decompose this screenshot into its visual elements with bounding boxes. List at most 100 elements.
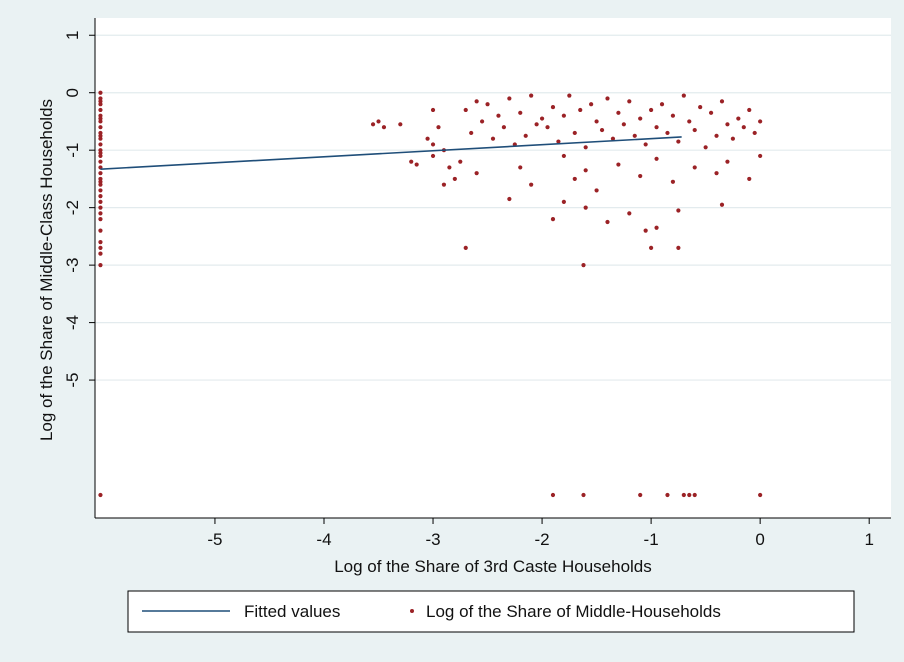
scatter-point (376, 119, 381, 124)
scatter-point (687, 119, 692, 124)
scatter-point (425, 136, 430, 141)
scatter-point (714, 171, 719, 176)
scatter-point (561, 199, 566, 205)
scatter-point (583, 205, 588, 210)
scatter-point (98, 179, 103, 184)
scatter-point (507, 96, 512, 101)
scatter-point (654, 156, 659, 161)
scatter-point (638, 173, 643, 179)
scatter-point (758, 492, 763, 498)
scatter-point (98, 113, 103, 118)
legend-label-points: Log of the Share of Middle-Households (426, 602, 721, 621)
scatter-point (98, 148, 103, 153)
scatter-point (758, 153, 763, 159)
scatter-point (474, 99, 479, 104)
scatter-point (98, 99, 103, 104)
scatter-point (752, 130, 757, 136)
scatter-point (670, 179, 676, 184)
x-axis-ticks: -5 -4 -3 -2 -1 0 1 (207, 518, 874, 549)
scatter-point (98, 240, 103, 245)
scatter-point (479, 119, 485, 124)
scatter-point (458, 159, 463, 164)
x-tick-label: 1 (864, 530, 873, 549)
scatter-point (627, 211, 632, 216)
scatter-point (98, 133, 103, 138)
scatter-point (714, 133, 719, 138)
scatter-point (529, 182, 534, 187)
fitted-line (100, 136, 682, 170)
scatter-point (539, 116, 545, 121)
scatter-point (98, 107, 103, 113)
scatter-point (430, 142, 436, 147)
scatter-point (719, 99, 725, 104)
y-tick-label: 1 (63, 31, 82, 40)
x-tick-label: 0 (755, 530, 764, 549)
legend-dot-swatch (410, 609, 414, 613)
scatter-point (98, 116, 103, 121)
scatter-point (436, 125, 441, 130)
scatter-point (523, 133, 528, 138)
gridlines (95, 34, 891, 381)
scatter-point (98, 142, 103, 147)
scatter-point (98, 205, 103, 210)
x-tick-label: -5 (207, 530, 222, 549)
scatter-point (621, 122, 626, 127)
scatter-point (507, 196, 512, 202)
fitted-values-line (100, 136, 682, 170)
x-tick-label: -3 (425, 530, 440, 549)
scatter-point (98, 263, 103, 268)
scatter-point (98, 136, 103, 141)
scatter-point (594, 188, 599, 193)
scatter-point (398, 122, 403, 127)
scatter-point (649, 107, 654, 113)
scatter-point (370, 122, 376, 127)
scatter-point (670, 113, 676, 118)
scatter-point (529, 93, 534, 98)
scatter-point (561, 113, 566, 118)
scatter-point (676, 208, 681, 213)
scatter-point (589, 102, 594, 107)
legend-box (127, 590, 855, 633)
scatter-point (654, 225, 659, 230)
scatter-point (430, 153, 436, 159)
scatter-point (98, 217, 103, 222)
scatter-point (730, 136, 735, 141)
x-tick-label: -4 (316, 530, 331, 549)
scatter-point (98, 125, 103, 130)
scatter-point (654, 125, 659, 130)
scatter-point (98, 251, 103, 256)
y-tick-label: -4 (63, 315, 82, 330)
scatter-point (98, 130, 103, 136)
scatter-point (758, 119, 763, 124)
scatter-point (98, 188, 103, 193)
scatter-point (605, 96, 610, 101)
scatter-point (703, 145, 708, 150)
x-tick-label: -2 (535, 530, 550, 549)
scatter-point (681, 492, 686, 498)
scatter-point (452, 176, 457, 182)
scatter-point (463, 107, 468, 113)
scatter-point (725, 159, 730, 164)
scatter-point (687, 492, 692, 498)
scatter-point (490, 136, 496, 141)
scatter-point (583, 145, 588, 150)
x-axis-label: Log of the Share of 3rd Caste Households (334, 557, 652, 576)
scatter-point (643, 142, 648, 147)
scatter-point (534, 122, 539, 127)
scatter-point (616, 162, 621, 167)
scatter-point (98, 90, 103, 95)
scatter-point (550, 217, 556, 222)
scatter-point (98, 171, 103, 176)
scatter-point (581, 492, 586, 498)
scatter-point (409, 159, 414, 164)
scatter-point (616, 110, 621, 115)
scatter-point (665, 130, 670, 136)
scatter-point (474, 171, 479, 176)
scatter-point (98, 228, 103, 233)
scatter-point (98, 176, 103, 182)
scatter-point (98, 194, 103, 199)
scatter-point (98, 245, 103, 250)
scatter-point (736, 116, 741, 121)
scatter-point (98, 153, 103, 159)
legend-label-fitted: Fitted values (244, 602, 340, 621)
